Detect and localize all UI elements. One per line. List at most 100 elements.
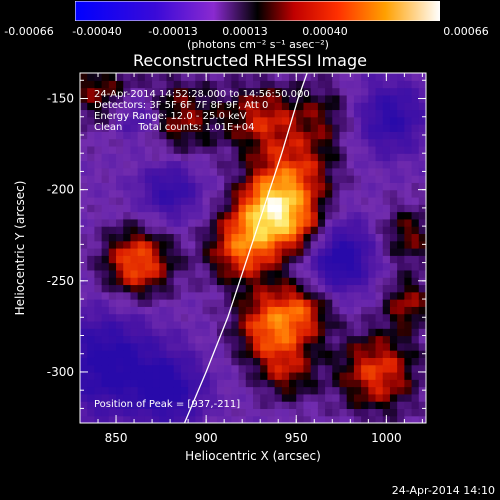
heatmap-cell [188,350,196,358]
heatmap-cell [87,87,96,96]
heatmap-cell [245,357,254,366]
heatmap-cell [382,408,391,417]
heatmap-cell [101,386,110,395]
heatmap-cell [231,138,240,147]
heatmap-cell [389,313,398,322]
heatmap-cell [346,335,355,344]
heatmap-cell [137,160,146,169]
heatmap-cell [267,364,276,373]
heatmap-cell [303,313,312,322]
heatmap-cell [397,371,405,380]
heatmap-cell [332,94,341,103]
heatmap-cell [325,138,333,147]
heatmap-cell [180,313,189,322]
heatmap-cell [281,357,290,366]
heatmap-cell [209,371,218,380]
heatmap-cell [339,240,348,249]
heatmap-cell [87,196,96,205]
heatmap-cell [397,138,405,147]
heatmap-cell [260,167,269,176]
heatmap-cell [274,153,283,162]
heatmap-cell [80,255,88,264]
heatmap-cell [361,299,369,307]
heatmap-cell [238,131,247,140]
heatmap-cell [317,94,326,103]
heatmap-cell [397,204,405,213]
heatmap-cell [224,291,232,300]
heatmap-cell [123,401,132,410]
heatmap-cell [389,284,398,293]
heatmap-cell [94,277,103,286]
heatmap-cell [195,379,204,388]
heatmap-cell [238,160,247,169]
heatmap-cell [209,320,218,329]
heatmap-cell [195,131,204,140]
heatmap-cell [159,393,168,402]
heatmap-cell [101,240,110,249]
heatmap-cell [101,87,110,96]
heatmap-cell [404,145,413,154]
heatmap-cell [195,175,204,183]
heatmap-cell [188,175,196,183]
heatmap-cell [325,160,333,169]
heatmap-cell [116,379,124,388]
heatmap-cell [260,277,269,286]
heatmap-cell [152,357,160,366]
heatmap-cell [375,320,384,329]
heatmap-cell [382,240,391,249]
heatmap-cell [375,131,384,140]
heatmap-cell [289,233,297,242]
heatmap-cell [375,291,384,300]
heatmap-cell [389,167,398,176]
heatmap-cell [310,167,319,176]
heatmap-cell [152,109,160,118]
heatmap-cell [397,109,405,118]
heatmap-cell [202,386,211,395]
heatmap-cell [289,262,297,271]
heatmap-cell [245,379,254,388]
annotation-time-range: 24-Apr-2014 14:52:28.000 to 14:56:50.000 [94,89,310,100]
heatmap-cell [137,313,146,322]
heatmap-cell [281,94,290,103]
heatmap-cell [368,196,377,205]
heatmap-cell [325,226,333,235]
x-tick-label: 950 [285,431,308,445]
heatmap-cell [368,94,377,103]
heatmap-cell [188,167,196,176]
heatmap-cell [339,80,348,89]
heatmap-cell [260,218,269,227]
heatmap-cell [166,284,175,293]
heatmap-cell [231,131,240,140]
heatmap-cell [325,167,333,176]
heatmap-cell [224,145,232,154]
heatmap-cell [180,299,189,307]
heatmap-cell [209,342,218,351]
heatmap-cell [195,357,204,366]
heatmap-cell [101,226,110,235]
heatmap-cell [289,175,297,183]
heatmap-cell [224,226,232,235]
heatmap-cell [224,218,232,227]
heatmap-cell [173,80,182,89]
heatmap-cell [94,335,103,344]
heatmap-cell [116,415,124,423]
heatmap-cell [346,306,355,315]
heatmap-cell [173,415,182,423]
heatmap-cell [195,189,204,198]
heatmap-cell [144,393,153,402]
heatmap-cell [231,233,240,242]
heatmap-cell [188,73,196,81]
heatmap-cell [339,320,348,329]
heatmap-cell [231,80,240,89]
heatmap-cell [173,211,182,220]
heatmap-cell [245,386,254,395]
heatmap-cell [130,167,139,176]
heatmap-cell [101,255,110,264]
colorbar-tick: 0.00066 [443,25,489,38]
heatmap-cell [353,248,362,256]
heatmap-cell [108,284,117,293]
heatmap-cell [224,328,232,337]
heatmap-cell [281,196,290,205]
heatmap-cell [339,408,348,417]
heatmap-cell [303,182,312,191]
